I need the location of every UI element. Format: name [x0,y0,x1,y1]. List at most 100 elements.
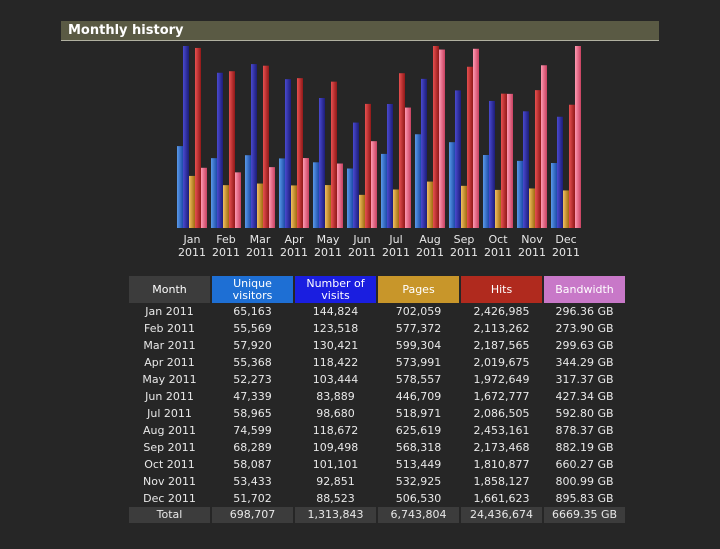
month-cell: Jul 2011 [147,407,192,420]
header-pages: Pages [378,276,459,303]
hits-bar [535,90,541,228]
year-tick-label: 2011 [178,246,206,259]
year-tick-label: 2011 [484,246,512,259]
visits-bar [421,78,427,228]
table-row: Jul 2011 58,965 98,680 518,971 2,086,505 592.… [129,405,625,422]
table-row: Apr 2011 55,368 118,422 573,991 2,019,675 344… [129,354,625,371]
month-cell: Aug 2011 [143,424,196,437]
visits-cell: 118,672 [312,424,359,437]
month-tick-label: Jun [352,233,370,246]
year-tick-label: 2011 [280,246,308,259]
hits-cell: 2,086,505 [473,407,530,420]
visits-cell: 98,680 [316,407,355,420]
monthly-stats-table: Month Unique visitors Number of visits P… [127,276,627,523]
hits-cell: 2,187,565 [473,339,530,352]
bandwidth-cell: 895.83 GB [555,492,614,505]
bandwidth-cell: 317.37 GB [555,373,614,386]
pages-cell: 625,619 [395,424,442,437]
pages-cell: 578,557 [395,373,442,386]
pages-bar [359,194,365,228]
hits-cell: 2,113,262 [473,322,530,335]
table-row: May 2011 52,273 103,444 578,557 1,972,649 317… [129,371,625,388]
hits-cell: 2,173,468 [473,441,530,454]
year-tick-label: 2011 [246,246,274,259]
table-row: Dec 2011 51,702 88,523 506,530 1,661,623 895.… [129,490,625,507]
month-tick-label: Apr [284,233,304,246]
visits-cell: 130,421 [312,339,359,352]
month-cell: Apr 2011 [144,356,195,369]
hits-bar [263,65,269,229]
visits-bar [523,111,529,228]
table-row: Sep 2011 68,289 109,498 568,318 2,173,468 882… [129,439,625,456]
bandwidth-cell: 800.99 GB [555,475,614,488]
visits-cell: 88,523 [316,492,355,505]
total-pages: 6,743,804 [378,507,459,523]
bandwidth-bar [371,141,377,228]
month-cell: Feb 2011 [144,322,195,335]
month-cell: Oct 2011 [144,458,195,471]
visits-bar [353,122,359,228]
unique-visitors-cell: 74,599 [233,424,272,437]
visits-bar [285,79,291,228]
header-hits: Hits [461,276,542,303]
visits-bar [183,46,189,228]
pages-cell: 518,971 [395,407,442,420]
bandwidth-bar [507,93,513,228]
bandwidth-cell: 296.36 GB [555,305,614,318]
unique-visitors-bar [415,134,421,228]
bandwidth-bar [235,172,241,228]
table-row: Oct 2011 58,087 101,101 513,449 1,810,877 660… [129,456,625,473]
month-cell: Jun 2011 [145,390,194,403]
month-cell: Sep 2011 [143,441,196,454]
visits-cell: 92,851 [316,475,355,488]
hits-cell: 1,661,623 [473,492,530,505]
hits-bar [501,93,507,228]
month-tick-label: Jul [388,233,402,246]
hits-bar [229,71,235,228]
month-tick-label: Jan [183,233,201,246]
month-tick-label: Aug [419,233,440,246]
table-row: Jun 2011 47,339 83,889 446,709 1,672,777 427.… [129,388,625,405]
header-month: Month [129,276,210,303]
header-bandwidth: Bandwidth [544,276,625,303]
unique-visitors-cell: 58,087 [233,458,272,471]
hits-bar [365,103,371,228]
visits-bar [455,90,461,228]
table-row: Jan 2011 65,163 144,824 702,059 2,426,985 296… [129,303,625,320]
visits-cell: 103,444 [312,373,359,386]
month-cell: Nov 2011 [143,475,196,488]
pages-bar [393,189,399,228]
bandwidth-bar [473,48,479,229]
hits-bar [433,46,439,228]
monthly-history-chart: Jan2011Feb2011Mar2011Apr2011May2011Jun20… [177,46,581,259]
visits-bar [217,72,223,228]
total-row: Total 698,707 1,313,843 6,743,804 24,436… [129,507,625,523]
hits-cell: 1,810,877 [473,458,530,471]
header-unique-visitors: Unique visitors [212,276,293,303]
year-tick-label: 2011 [314,246,342,259]
visits-bar [557,116,563,228]
unique-visitors-bar [483,155,489,228]
bandwidth-cell: 592.80 GB [555,407,614,420]
table-row: Nov 2011 53,433 92,851 532,925 1,858,127 800.… [129,473,625,490]
hits-bar [467,66,473,228]
bandwidth-cell: 878.37 GB [555,424,614,437]
year-tick-label: 2011 [450,246,478,259]
unique-visitors-bar [279,158,285,228]
month-cell: Jan 2011 [145,305,194,318]
pages-bar [291,185,297,228]
hits-cell: 2,426,985 [473,305,530,318]
month-tick-label: Sep [454,233,475,246]
total-month: Total [129,507,210,523]
bandwidth-bar [201,167,207,228]
pages-bar [223,185,229,228]
hits-cell: 1,672,777 [473,390,530,403]
unique-visitors-cell: 58,965 [233,407,272,420]
unique-visitors-bar [177,146,183,228]
table-row: Aug 2011 74,599 118,672 625,619 2,453,161 878… [129,422,625,439]
month-tick-label: Mar [250,233,271,246]
hits-bar [297,78,303,228]
unique-visitors-cell: 65,163 [233,305,272,318]
bandwidth-bar [269,167,275,228]
unique-visitors-cell: 51,702 [233,492,272,505]
